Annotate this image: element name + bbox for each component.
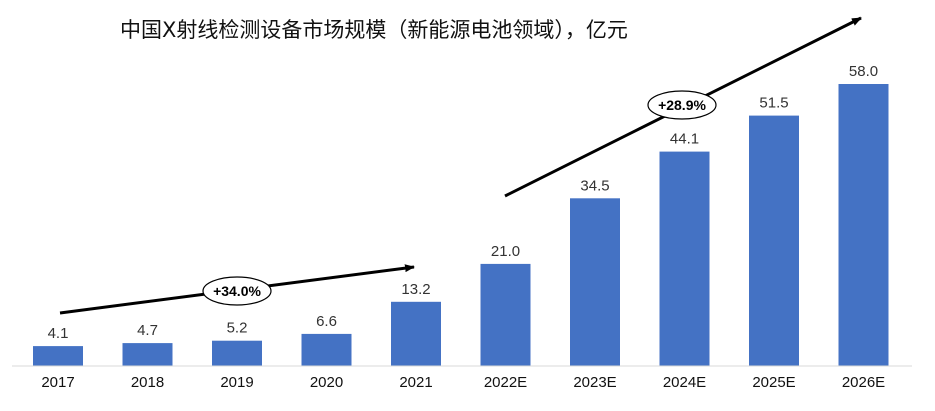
data-label-2025E: 51.5 [759, 95, 788, 112]
x-tick-2025E: 2025E [752, 374, 795, 391]
x-tick-2021: 2021 [399, 374, 432, 391]
bar-2021 [391, 301, 441, 366]
data-label-2019: 5.2 [227, 320, 248, 337]
x-tick-labels: 2017 2018 2019 2020 2021 2022E 2023E 2024E 2025E… [41, 374, 885, 391]
cagr-badge-2022-2026 [647, 90, 717, 120]
data-label-2020: 6.6 [316, 313, 337, 330]
cagr-label-2017-2021: +34.0% [213, 283, 261, 299]
bar-2023E [570, 198, 620, 366]
bar-2018 [122, 343, 173, 366]
trend-annotation-2022-2026: +28.9% [504, 16, 862, 198]
data-label-2023E: 34.5 [580, 177, 609, 194]
x-tick-2020: 2020 [310, 374, 343, 391]
bar-2026E [838, 84, 889, 366]
data-label-2021: 13.2 [401, 281, 430, 298]
data-label-2024E: 44.1 [670, 131, 699, 148]
data-label-2017: 4.1 [48, 325, 69, 342]
x-tick-2026E: 2026E [842, 374, 885, 391]
bars-group: 4.1 4.7 5.2 6.6 13.2 21.0 34.5 44.1 51.5 58.0 [33, 63, 889, 366]
trend-annotation-2017-2021: +34.0% [59, 264, 415, 315]
bar-2020 [301, 333, 352, 366]
data-label-2018: 4.7 [137, 322, 158, 339]
bar-2025E [749, 115, 799, 366]
x-tick-2024E: 2024E [663, 374, 706, 391]
bar-2017 [33, 346, 83, 366]
bar-2019 [212, 340, 262, 366]
x-tick-2019: 2019 [220, 374, 253, 391]
x-tick-2017: 2017 [41, 374, 74, 391]
x-tick-2018: 2018 [131, 374, 164, 391]
cagr-label-2022-2026: +28.9% [658, 97, 706, 113]
data-label-2022E: 21.0 [491, 243, 520, 260]
data-label-2026E: 58.0 [849, 63, 878, 80]
cagr-badge-2017-2021 [202, 276, 272, 306]
x-tick-2023E: 2023E [573, 374, 616, 391]
chart-title: 中国X射线检测设备市场规模（新能源电池领域），亿元 [120, 18, 628, 42]
bar-2024E [659, 151, 710, 366]
x-tick-2022E: 2022E [484, 374, 527, 391]
bar-2022E [480, 263, 531, 366]
